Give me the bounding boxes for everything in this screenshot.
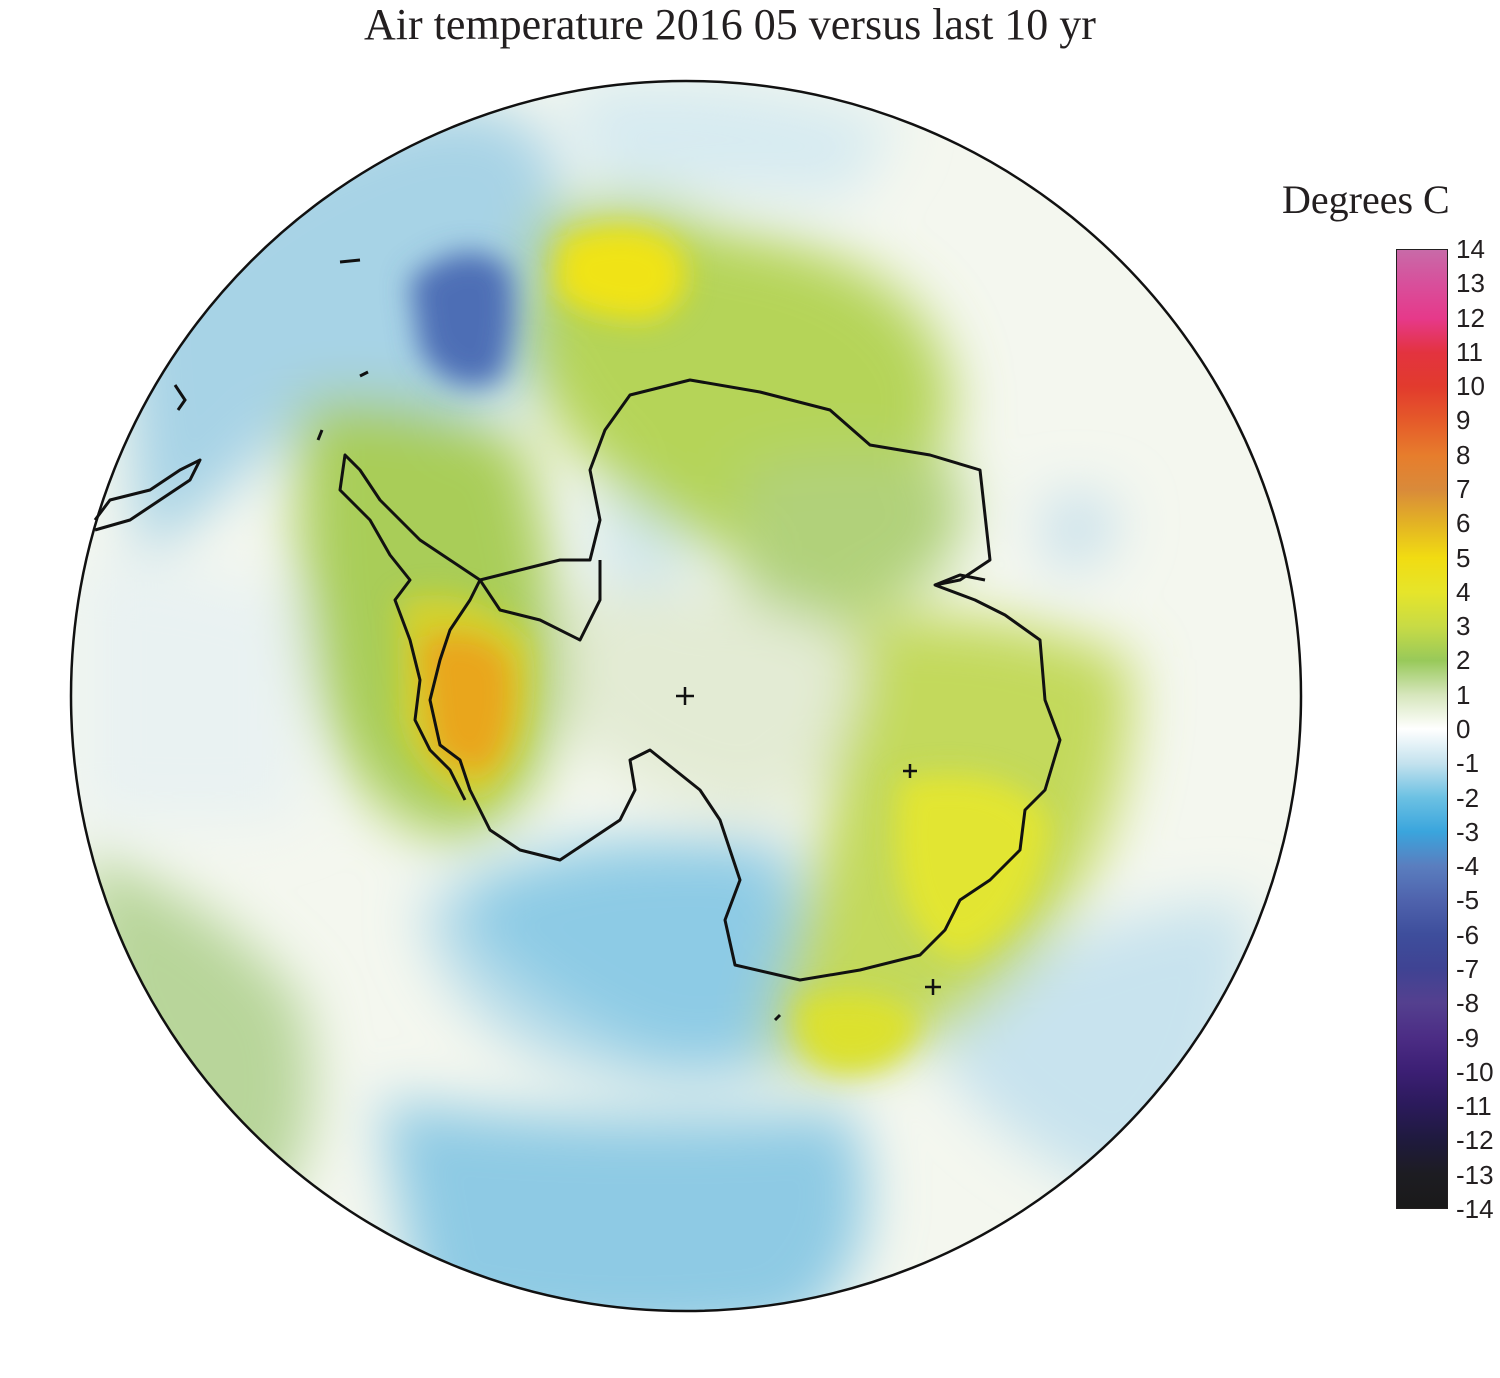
- ross-sea-outer: [420, 838, 840, 1088]
- amery-coastline: [934, 573, 986, 587]
- scale-tick-label: 1: [1456, 679, 1471, 710]
- islands: [173, 258, 782, 1022]
- scale-tick-label: 4: [1456, 576, 1471, 607]
- scale-tick-label: 13: [1456, 268, 1485, 299]
- color-scale-labels: 14 13 12 11 10 9 8 7 6 5 4 3 2 1 0 -1 -2 -3 -4 -5 -6 -7 -8 -9 -1…: [1456, 236, 1500, 1222]
- scale-tick-label: 8: [1456, 439, 1471, 470]
- scale-tick-label: -11: [1456, 1091, 1492, 1122]
- scale-tick-label: 0: [1456, 714, 1471, 744]
- cold-region-north: [560, 81, 900, 200]
- scale-tick-label: 12: [1456, 302, 1485, 333]
- ice-shelf-edge: [478, 560, 602, 642]
- scale-tick-label: -5: [1456, 885, 1480, 916]
- map-frame: [69, 79, 1303, 1313]
- scale-tick-label: -6: [1456, 919, 1480, 950]
- scale-tick-label: 3: [1456, 611, 1471, 642]
- station-marker-1: [903, 764, 917, 778]
- map-title: Air temperature 2016 05 versus last 10 y…: [364, 0, 1096, 49]
- anomaly-field: [71, 81, 1301, 1311]
- weddell-warm-core: [555, 227, 686, 320]
- coastlines: [93, 378, 1062, 982]
- legend-title: Degrees C: [1282, 177, 1450, 222]
- scale-tick-label: 10: [1456, 371, 1485, 402]
- island-2: [359, 370, 369, 378]
- peninsula-coastline: [338, 453, 481, 801]
- scale-tick-label: -1: [1456, 748, 1480, 779]
- antarctica-coastline: [428, 378, 1062, 982]
- scale-tick-label: 6: [1456, 508, 1471, 539]
- east-warm-core-2: [798, 993, 920, 1072]
- peninsula-warm-halo: [400, 595, 532, 800]
- scale-tick-label: -13: [1456, 1159, 1494, 1190]
- scale-tick-label: 2: [1456, 645, 1471, 676]
- east-warm-core: [896, 775, 1050, 960]
- cold-region-south: [380, 1100, 867, 1311]
- scale-tick-label: -14: [1456, 1194, 1494, 1224]
- south-america-coast: [93, 458, 202, 532]
- color-scale-bar: [1396, 249, 1448, 1209]
- scale-tick-label: -7: [1456, 954, 1480, 984]
- island-4: [316, 429, 324, 441]
- island-5: [773, 1013, 782, 1022]
- scale-tick-label: -9: [1456, 1022, 1480, 1053]
- station-marker-2: [925, 979, 941, 995]
- scale-tick-label: -2: [1456, 782, 1480, 813]
- scale-tick-label: -4: [1456, 851, 1480, 882]
- scale-tick-label: 5: [1456, 542, 1471, 573]
- scale-tick-label: -3: [1456, 816, 1480, 847]
- scale-tick-label: 7: [1456, 474, 1471, 504]
- east-antarctica-warm: [740, 455, 964, 620]
- central-pale: [560, 586, 860, 820]
- island-3: [173, 384, 187, 411]
- south-atlantic-cold-core: [410, 252, 514, 386]
- scale-tick-label: -12: [1456, 1125, 1494, 1156]
- scale-tick-label: -10: [1456, 1056, 1494, 1087]
- wilkes-cold: [1040, 493, 1120, 572]
- scale-tick-label: 11: [1456, 336, 1483, 367]
- station-markers: [676, 687, 941, 995]
- scale-tick-label: 9: [1456, 405, 1471, 436]
- island-1: [339, 258, 361, 264]
- cold-region-west: [80, 560, 300, 825]
- scale-tick-label: 14: [1456, 234, 1485, 264]
- south-pole-marker: [676, 687, 694, 705]
- scale-tick-label: -8: [1456, 988, 1480, 1019]
